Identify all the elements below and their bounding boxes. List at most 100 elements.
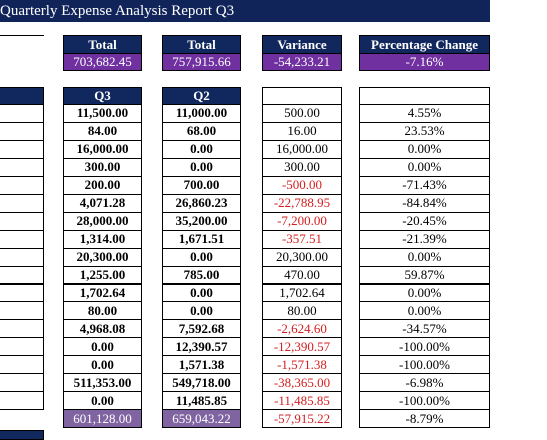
cell[interactable]: -11,485.85 (262, 391, 342, 411)
cell[interactable]: 4,968.08 (63, 319, 142, 339)
cell[interactable]: -84.84% (359, 193, 490, 213)
cell[interactable]: -7,200.00 (262, 211, 342, 231)
cell[interactable]: -21.39% (359, 229, 490, 249)
cell[interactable]: -100.00% (359, 337, 490, 357)
total-cell[interactable]: -57,915.22 (262, 409, 342, 429)
cell[interactable] (0, 104, 44, 123)
cell[interactable]: 80.00 (262, 301, 342, 321)
cell[interactable] (0, 157, 44, 177)
cell[interactable]: 0.00 (162, 157, 241, 177)
cell[interactable]: 16,000.00 (262, 139, 342, 159)
cell[interactable] (0, 355, 44, 375)
cell[interactable]: 20,300.00 (262, 247, 342, 267)
cell[interactable]: 1,255.00 (63, 265, 142, 285)
cell[interactable]: 0.00 (63, 337, 142, 357)
cell[interactable]: 4.55% (359, 104, 490, 123)
cell[interactable]: -20.45% (359, 211, 490, 231)
cell[interactable]: 200.00 (63, 175, 142, 195)
cell[interactable]: -22,788.95 (262, 193, 342, 213)
summary-value[interactable]: 757,915.66 (162, 53, 241, 71)
cell[interactable]: 16.00 (262, 121, 342, 141)
cell[interactable]: 84.00 (63, 121, 142, 141)
cell[interactable]: -357.51 (262, 229, 342, 249)
summary-value[interactable]: -7.16% (359, 53, 490, 71)
cell[interactable]: 470.00 (262, 265, 342, 285)
cell[interactable]: 68.00 (162, 121, 241, 141)
cell[interactable]: -100.00% (359, 391, 490, 411)
cell[interactable]: 59.87% (359, 265, 490, 285)
cell[interactable] (0, 229, 44, 249)
cell[interactable]: 0.00 (162, 301, 241, 321)
cell[interactable]: 11,485.85 (162, 391, 241, 411)
summary-header: Total (63, 35, 142, 54)
cell[interactable] (0, 247, 44, 267)
cell[interactable]: 0.00% (359, 157, 490, 177)
cell[interactable]: 11,000.00 (162, 104, 241, 123)
total-cell[interactable]: 659,043.22 (162, 409, 241, 429)
cell[interactable]: -12,390.57 (262, 337, 342, 357)
summary-value[interactable]: -54,233.21 (262, 53, 342, 71)
summary-header: Percentage Change (359, 35, 490, 54)
cell[interactable]: 300.00 (262, 157, 342, 177)
cell[interactable]: -38,365.00 (262, 373, 342, 393)
cell[interactable]: 4,071.28 (63, 193, 142, 213)
cell[interactable]: 16,000.00 (63, 139, 142, 159)
cell[interactable]: 20,300.00 (63, 247, 142, 267)
cell[interactable]: 700.00 (162, 175, 241, 195)
cell[interactable]: 0.00 (162, 283, 241, 303)
header-cell (0, 430, 44, 440)
cell[interactable]: 1,671.51 (162, 229, 241, 249)
cell[interactable] (0, 175, 44, 195)
cell[interactable] (0, 265, 44, 285)
cell[interactable]: -500.00 (262, 175, 342, 195)
cell[interactable]: 300.00 (63, 157, 142, 177)
cell[interactable]: 7,592.68 (162, 319, 241, 339)
cell[interactable] (0, 121, 44, 141)
cell[interactable]: 1,314.00 (63, 229, 142, 249)
cell[interactable]: 0.00 (63, 391, 142, 411)
cell[interactable] (0, 373, 44, 393)
cell[interactable] (0, 193, 44, 213)
summary-header: Total (162, 35, 241, 54)
cell[interactable] (0, 301, 44, 321)
cell[interactable]: -6.98% (359, 373, 490, 393)
cell[interactable]: 1,702.64 (63, 283, 142, 303)
cell[interactable]: -2,624.60 (262, 319, 342, 339)
cell[interactable]: 1,571.38 (162, 355, 241, 375)
cell[interactable]: 0.00% (359, 301, 490, 321)
cell[interactable]: 0.00 (162, 247, 241, 267)
table-header: Q2 (162, 87, 241, 105)
summary-value[interactable]: 703,682.45 (63, 53, 142, 71)
total-cell[interactable]: 601,128.00 (63, 409, 142, 429)
cell[interactable]: -1,571.38 (262, 355, 342, 375)
cell[interactable]: 12,390.57 (162, 337, 241, 357)
cell[interactable]: 549,718.00 (162, 373, 241, 393)
cell[interactable] (0, 337, 44, 357)
table-header: Q3 (63, 87, 142, 105)
cell[interactable] (0, 283, 44, 303)
cell[interactable]: 511,353.00 (63, 373, 142, 393)
cell[interactable]: 28,000.00 (63, 211, 142, 231)
cell[interactable]: 11,500.00 (63, 104, 142, 123)
cell[interactable]: 500.00 (262, 104, 342, 123)
cell[interactable]: 785.00 (162, 265, 241, 285)
cell[interactable]: -34.57% (359, 319, 490, 339)
cell[interactable]: 1,702.64 (262, 283, 342, 303)
cell[interactable] (0, 391, 44, 411)
cell[interactable]: 0.00 (63, 355, 142, 375)
total-cell[interactable]: -8.79% (359, 409, 490, 429)
cell[interactable] (0, 319, 44, 339)
cell[interactable]: 26,860.23 (162, 193, 241, 213)
cell[interactable]: 23.53% (359, 121, 490, 141)
cell[interactable] (0, 139, 44, 159)
cell[interactable]: 0.00% (359, 283, 490, 303)
cell[interactable]: 0.00% (359, 247, 490, 267)
cell[interactable]: 0.00% (359, 139, 490, 159)
cell[interactable]: 80.00 (63, 301, 142, 321)
cell[interactable]: -71.43% (359, 175, 490, 195)
cell[interactable]: 35,200.00 (162, 211, 241, 231)
cell[interactable]: -100.00% (359, 355, 490, 375)
cell[interactable]: 0.00 (162, 139, 241, 159)
cell[interactable] (0, 211, 44, 231)
